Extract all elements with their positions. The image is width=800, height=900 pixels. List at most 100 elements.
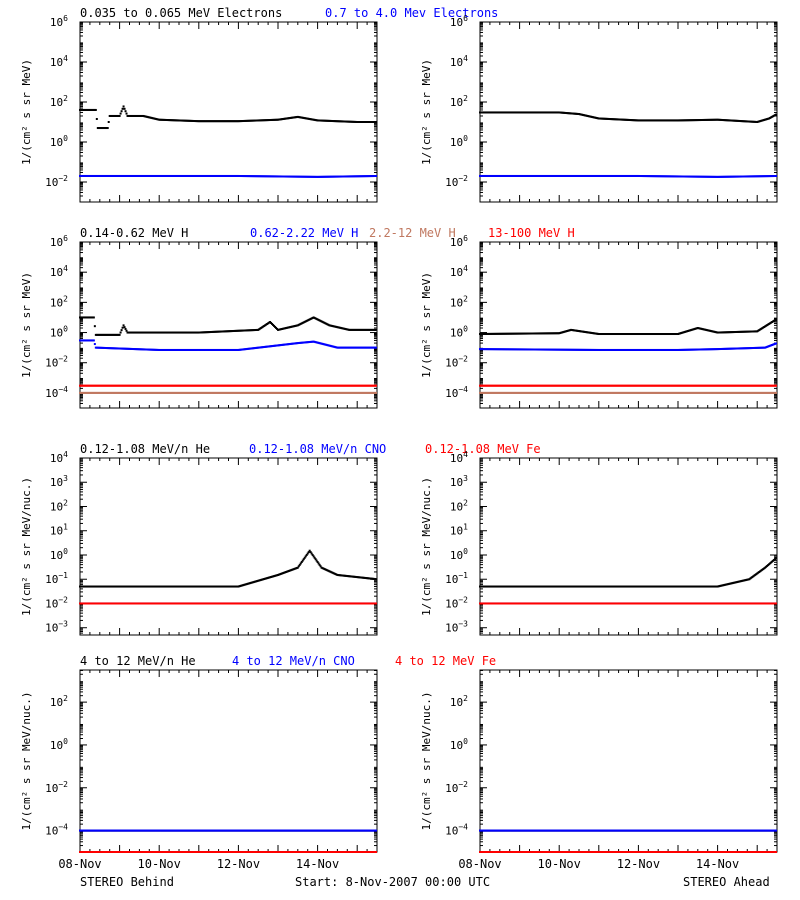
data-point: [125, 329, 128, 332]
data-point: [93, 325, 96, 328]
y-tick-label: 102: [450, 498, 468, 513]
y-tick-label: 103: [450, 474, 468, 489]
data-point: [121, 107, 124, 110]
y-tick-label: 10−1: [445, 571, 468, 586]
y-axis-label: 1/(cm² s sr MeV): [20, 59, 33, 165]
y-tick-label: 106: [50, 14, 68, 29]
y-tick-label: 102: [450, 694, 468, 709]
y-tick-label: 100: [450, 134, 468, 149]
legend-label: 4 to 12 MeV/n CNO: [232, 654, 355, 668]
y-axis-label: 1/(cm² s sr MeV): [20, 272, 33, 378]
plot-frame: [479, 669, 778, 853]
data-point: [123, 326, 126, 329]
data-point: [119, 112, 122, 115]
data-point: [375, 384, 378, 387]
data-series: [479, 342, 778, 351]
y-tick-label: 102: [50, 694, 68, 709]
data-point: [118, 114, 121, 117]
data-point: [775, 113, 778, 116]
data-point: [120, 329, 123, 332]
data-point: [123, 107, 126, 110]
y-tick-label: 10−2: [45, 595, 68, 610]
plot-frame: [479, 241, 778, 409]
x-tick-label: 10-Nov: [138, 857, 181, 871]
y-tick-label: 100: [50, 325, 68, 340]
y-tick-label: 102: [450, 94, 468, 109]
data-series: [479, 318, 778, 336]
data-point: [375, 174, 378, 177]
plot-frame: [79, 669, 378, 853]
y-axis-label: 1/(cm² s sr MeV): [420, 59, 433, 165]
y-tick-label: 104: [50, 54, 68, 69]
data-point: [375, 121, 378, 123]
y-tick-label: 10−4: [45, 823, 68, 838]
y-axis-label: 1/(cm² s sr MeV/nuc.): [20, 691, 33, 830]
y-tick-label: 101: [450, 523, 468, 538]
data-series: [79, 105, 378, 130]
y-tick-label: 10−4: [445, 385, 468, 400]
legend-label: 0.035 to 0.065 MeV Electrons: [80, 6, 282, 20]
y-tick-label: 10−4: [45, 385, 68, 400]
data-series: [79, 391, 378, 394]
x-tick-label: 08-Nov: [58, 857, 101, 871]
data-point: [93, 343, 96, 346]
data-series: [479, 174, 778, 178]
x-tick-label: 10-Nov: [538, 857, 581, 871]
legend-label: 4 to 12 MeV Fe: [395, 654, 496, 668]
data-series: [479, 391, 778, 394]
y-tick-label: 103: [50, 474, 68, 489]
y-tick-label: 102: [50, 294, 68, 309]
data-point: [375, 346, 378, 349]
data-point: [122, 324, 125, 327]
y-tick-label: 10−2: [445, 355, 468, 370]
y-tick-label: 10−2: [445, 595, 468, 610]
y-tick-label: 106: [450, 14, 468, 29]
y-tick-label: 104: [50, 450, 68, 465]
data-point: [124, 110, 127, 113]
y-tick-label: 100: [50, 737, 68, 752]
data-series: [479, 111, 778, 123]
y-tick-label: 10−2: [45, 780, 68, 795]
legend-label: 0.14-0.62 MeV H: [80, 226, 188, 240]
data-point: [119, 331, 122, 334]
legend-label: 4 to 12 MeV/n He: [80, 654, 196, 668]
data-point: [107, 121, 110, 123]
data-series: [79, 384, 378, 387]
data-point: [375, 328, 378, 331]
legend-label: 0.12-1.08 MeV/n CNO: [249, 442, 386, 456]
data-point: [120, 110, 123, 113]
y-axis-label: 1/(cm² s sr MeV/nuc.): [20, 477, 33, 616]
y-tick-label: 104: [450, 54, 468, 69]
data-point: [775, 342, 778, 345]
y-tick-label: 10−3: [445, 620, 468, 635]
data-point: [122, 105, 125, 108]
y-tick-label: 106: [450, 234, 468, 249]
data-point: [94, 108, 97, 111]
y-tick-label: 101: [50, 523, 68, 538]
y-tick-label: 102: [50, 94, 68, 109]
y-tick-label: 10−2: [445, 174, 468, 189]
y-tick-label: 100: [450, 737, 468, 752]
data-point: [95, 117, 98, 120]
data-point: [775, 318, 778, 321]
data-series: [79, 174, 378, 178]
x-tick-label: 14-Nov: [696, 857, 739, 871]
data-point: [124, 327, 127, 330]
y-tick-label: 104: [50, 264, 68, 279]
y-tick-label: 10−3: [45, 620, 68, 635]
legend-label: 2.2-12 MeV H: [369, 226, 456, 240]
data-series: [79, 339, 378, 351]
y-axis-label: 1/(cm² s sr MeV/nuc.): [420, 477, 433, 616]
y-tick-label: 100: [450, 547, 468, 562]
x-tick-label: 08-Nov: [458, 857, 501, 871]
legend-label: 0.12-1.08 MeV Fe: [425, 442, 541, 456]
data-point: [375, 391, 378, 394]
plot-frame: [479, 457, 778, 636]
y-tick-label: 104: [450, 450, 468, 465]
y-tick-label: 100: [50, 547, 68, 562]
y-tick-label: 10−2: [45, 355, 68, 370]
y-tick-label: 10−2: [445, 780, 468, 795]
y-tick-label: 100: [450, 325, 468, 340]
y-axis-label: 1/(cm² s sr MeV/nuc.): [420, 691, 433, 830]
